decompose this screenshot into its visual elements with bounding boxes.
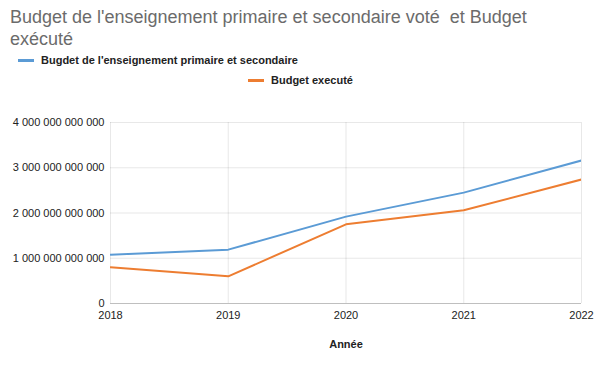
svg-text:1 000 000 000 000: 1 000 000 000 000 <box>13 252 105 264</box>
svg-text:4 000 000 000 000: 4 000 000 000 000 <box>13 116 105 128</box>
svg-text:2 000 000 000 000: 2 000 000 000 000 <box>13 207 105 219</box>
svg-text:2020: 2020 <box>334 309 358 321</box>
svg-text:3 000 000 000 000: 3 000 000 000 000 <box>13 161 105 173</box>
svg-text:0: 0 <box>98 297 104 309</box>
svg-text:2022: 2022 <box>569 309 593 321</box>
svg-text:Année: Année <box>329 338 363 350</box>
html-text:Bugdet de l'enseignement prima: Bugdet de l'enseignement primaire et sec… <box>41 54 298 66</box>
svg-text:2018: 2018 <box>98 309 122 321</box>
svg-text:2019: 2019 <box>216 309 240 321</box>
html-text:Budget executé: Budget executé <box>271 74 353 86</box>
svg-text:2021: 2021 <box>452 309 476 321</box>
html-text:Budget de l'enseignement prima: Budget de l'enseignement primaire et sec… <box>10 7 532 49</box>
